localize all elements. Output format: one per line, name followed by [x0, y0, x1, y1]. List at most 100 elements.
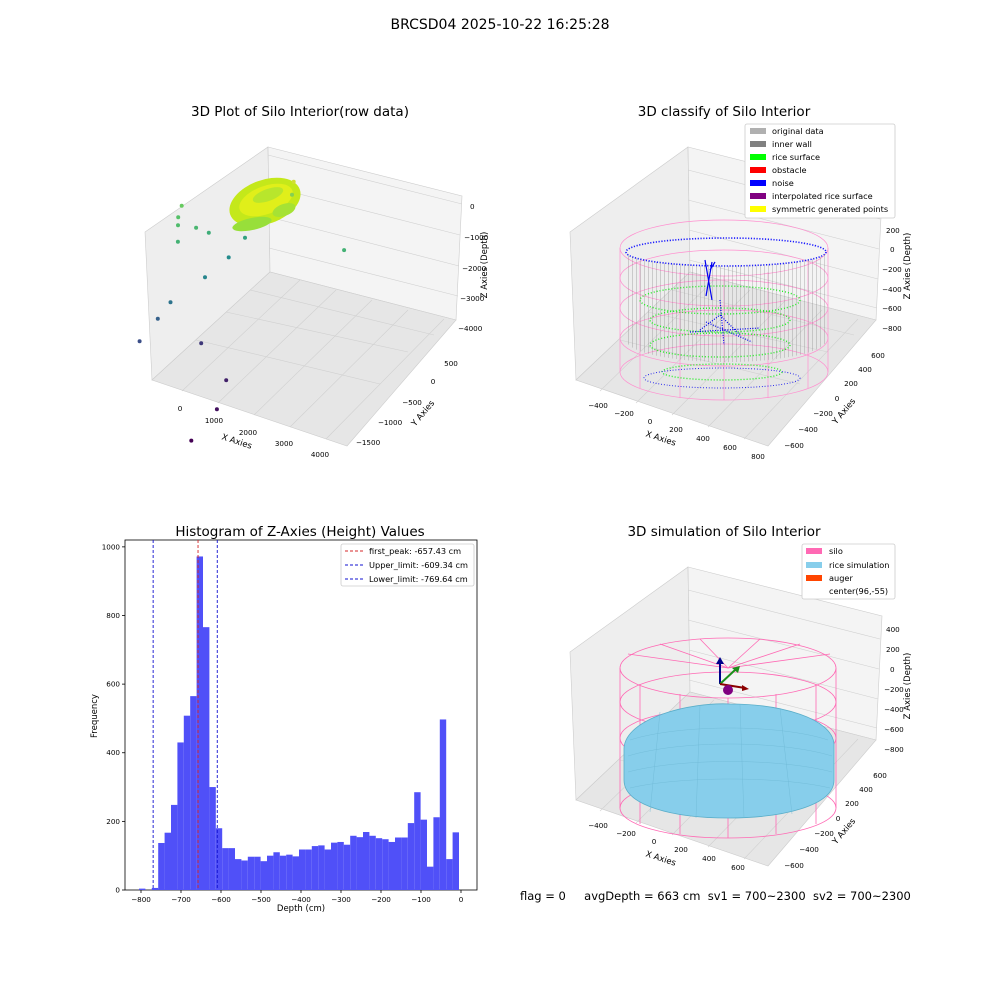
classify-z-label: Z Axies (Depth) — [903, 233, 913, 300]
status-sv1: sv1 = 700~2300 — [707, 889, 806, 903]
classify-z-tick-0: 200 — [886, 226, 900, 235]
hist-y-tick-label: 600 — [106, 680, 120, 689]
hist-x-tick-label: −600 — [211, 895, 231, 904]
status-sv2: sv2 = 700~2300 — [812, 889, 911, 903]
sim-y-label: Y Axies — [830, 816, 858, 847]
hist-bar — [414, 792, 421, 890]
sim-z-label: Z Axies (Depth) — [903, 653, 913, 720]
hist-bar — [267, 855, 274, 890]
hist-bar — [235, 859, 242, 890]
raw-y-tick-4: −1500 — [356, 438, 381, 447]
sim-y-tick-2: 200 — [845, 799, 859, 808]
legend-silo: silo — [829, 546, 843, 556]
classify-noise — [689, 259, 761, 346]
classify-z-tick-1: 0 — [890, 245, 895, 254]
hist-bar — [158, 842, 165, 890]
hist-bar — [241, 860, 248, 890]
hist-bar — [203, 627, 210, 890]
sim-y-tick-3: 0 — [836, 814, 841, 823]
classify-z-tick-5: −800 — [882, 324, 902, 333]
sim-z-tick-6: −800 — [884, 745, 904, 754]
sim-rice-mesh — [627, 703, 833, 819]
legend-lower-limit: Lower_limit: -769.64 cm — [369, 574, 468, 584]
status-flag: flag = 0 — [520, 889, 566, 903]
raw-y-tick-0: 500 — [444, 359, 458, 368]
classify-x-tick-6: 800 — [751, 452, 765, 461]
raw-z-tick-0: 0 — [470, 202, 475, 211]
raw-z-tick-1: −1000 — [464, 233, 489, 242]
raw-point — [176, 215, 181, 220]
sim-center-marker — [723, 685, 733, 695]
legend-interpolated: interpolated rice surface — [772, 191, 873, 201]
legend-noise: noise — [772, 178, 794, 188]
hist-x-label: Depth (cm) — [277, 904, 325, 914]
sim-x-tick-1: −200 — [616, 829, 636, 838]
hist-bar — [215, 828, 223, 890]
raw-point — [206, 230, 211, 235]
legend-swatch-rice-simulation — [806, 562, 822, 568]
classify-x-tick-2: 0 — [648, 417, 653, 426]
classify-y-tick-5: −400 — [798, 425, 818, 434]
raw-y-tick-2: −500 — [402, 398, 422, 407]
legend-obstacle: obstacle — [772, 165, 807, 175]
hist-bar — [375, 838, 383, 890]
hist-bar — [254, 856, 261, 890]
hist-y-tick-label: 400 — [106, 748, 120, 757]
hist-x-tick-label: 0 — [459, 895, 464, 904]
classify-x-tick-1: −200 — [614, 409, 634, 418]
hist-bar — [209, 787, 216, 890]
classify-z-tick-4: −600 — [882, 304, 902, 313]
hist-bar — [305, 849, 312, 890]
sim-y-tick-0: 600 — [873, 771, 887, 780]
hist-x-tick-label: −100 — [411, 895, 431, 904]
hist-bar — [318, 845, 325, 890]
sim-tick-labels: −400 −200 0 200 400 600 600 400 200 0 −2… — [588, 625, 904, 872]
sim-z-tick-1: 200 — [886, 645, 900, 654]
hist-y-tick-label: 0 — [115, 886, 120, 895]
raw-point — [203, 275, 207, 280]
raw-x-tick-3: 3000 — [275, 439, 294, 448]
legend-swatch-silo — [806, 548, 822, 554]
hist-bar — [273, 852, 280, 890]
raw-point — [176, 223, 180, 228]
hist-bar — [196, 556, 203, 890]
panel-classify-3d: 3D classify of Silo Interior — [569, 104, 913, 461]
raw-point — [137, 339, 142, 344]
hist-x-ticks: −800 −700 −600 −500 −400 −300 −200 −100 0 — [131, 890, 464, 904]
hist-bar — [452, 832, 459, 890]
raw-point — [342, 248, 347, 253]
hist-x-tick-label: −700 — [171, 895, 191, 904]
legend-swatch-inner-wall — [750, 141, 766, 147]
sim-z-tick-5: −600 — [884, 725, 904, 734]
sim-z-tick-2: 0 — [890, 665, 895, 674]
hist-bar — [299, 849, 306, 890]
sim-x-tick-4: 400 — [702, 854, 716, 863]
classify-tick-labels: −400 −200 0 200 400 600 800 600 400 200 … — [588, 226, 902, 461]
legend-swatch-auger — [806, 575, 822, 581]
legend-inner-wall: inner wall — [772, 139, 812, 149]
legend-symmetric: symmetric generated points — [772, 204, 888, 214]
legend-swatch-original-data — [750, 128, 766, 134]
hist-y-tick-label: 1000 — [102, 542, 121, 551]
legend-center: center(96,-55) — [829, 586, 888, 596]
status-bar: flag = 0 avgDepth = 663 cm sv1 = 700~230… — [520, 889, 911, 903]
raw-x-tick-1: 1000 — [205, 416, 224, 425]
sim-z-tick-0: 400 — [886, 625, 900, 634]
raw-tick-labels: 0 1000 2000 3000 4000 500 0 −500 −1000 −… — [178, 202, 489, 459]
legend-first-peak: first_peak: -657.43 cm — [369, 546, 461, 556]
hist-y-label: Frequency — [90, 694, 100, 738]
classify-y-tick-3: 0 — [835, 394, 840, 403]
hist-x-tick-label: −800 — [131, 895, 151, 904]
hist-x-tick-label: −500 — [251, 895, 271, 904]
hist-bar — [151, 887, 159, 890]
raw-point — [214, 407, 219, 412]
hist-bar — [433, 817, 440, 890]
legend-swatch-noise — [750, 180, 766, 186]
hist-bar — [177, 742, 184, 890]
raw-y-tick-3: −1000 — [378, 418, 403, 427]
raw-point — [168, 300, 173, 305]
classify-z-tick-2: −200 — [882, 265, 902, 274]
hist-bar — [427, 866, 434, 890]
legend-swatch-interpolated — [750, 193, 766, 199]
